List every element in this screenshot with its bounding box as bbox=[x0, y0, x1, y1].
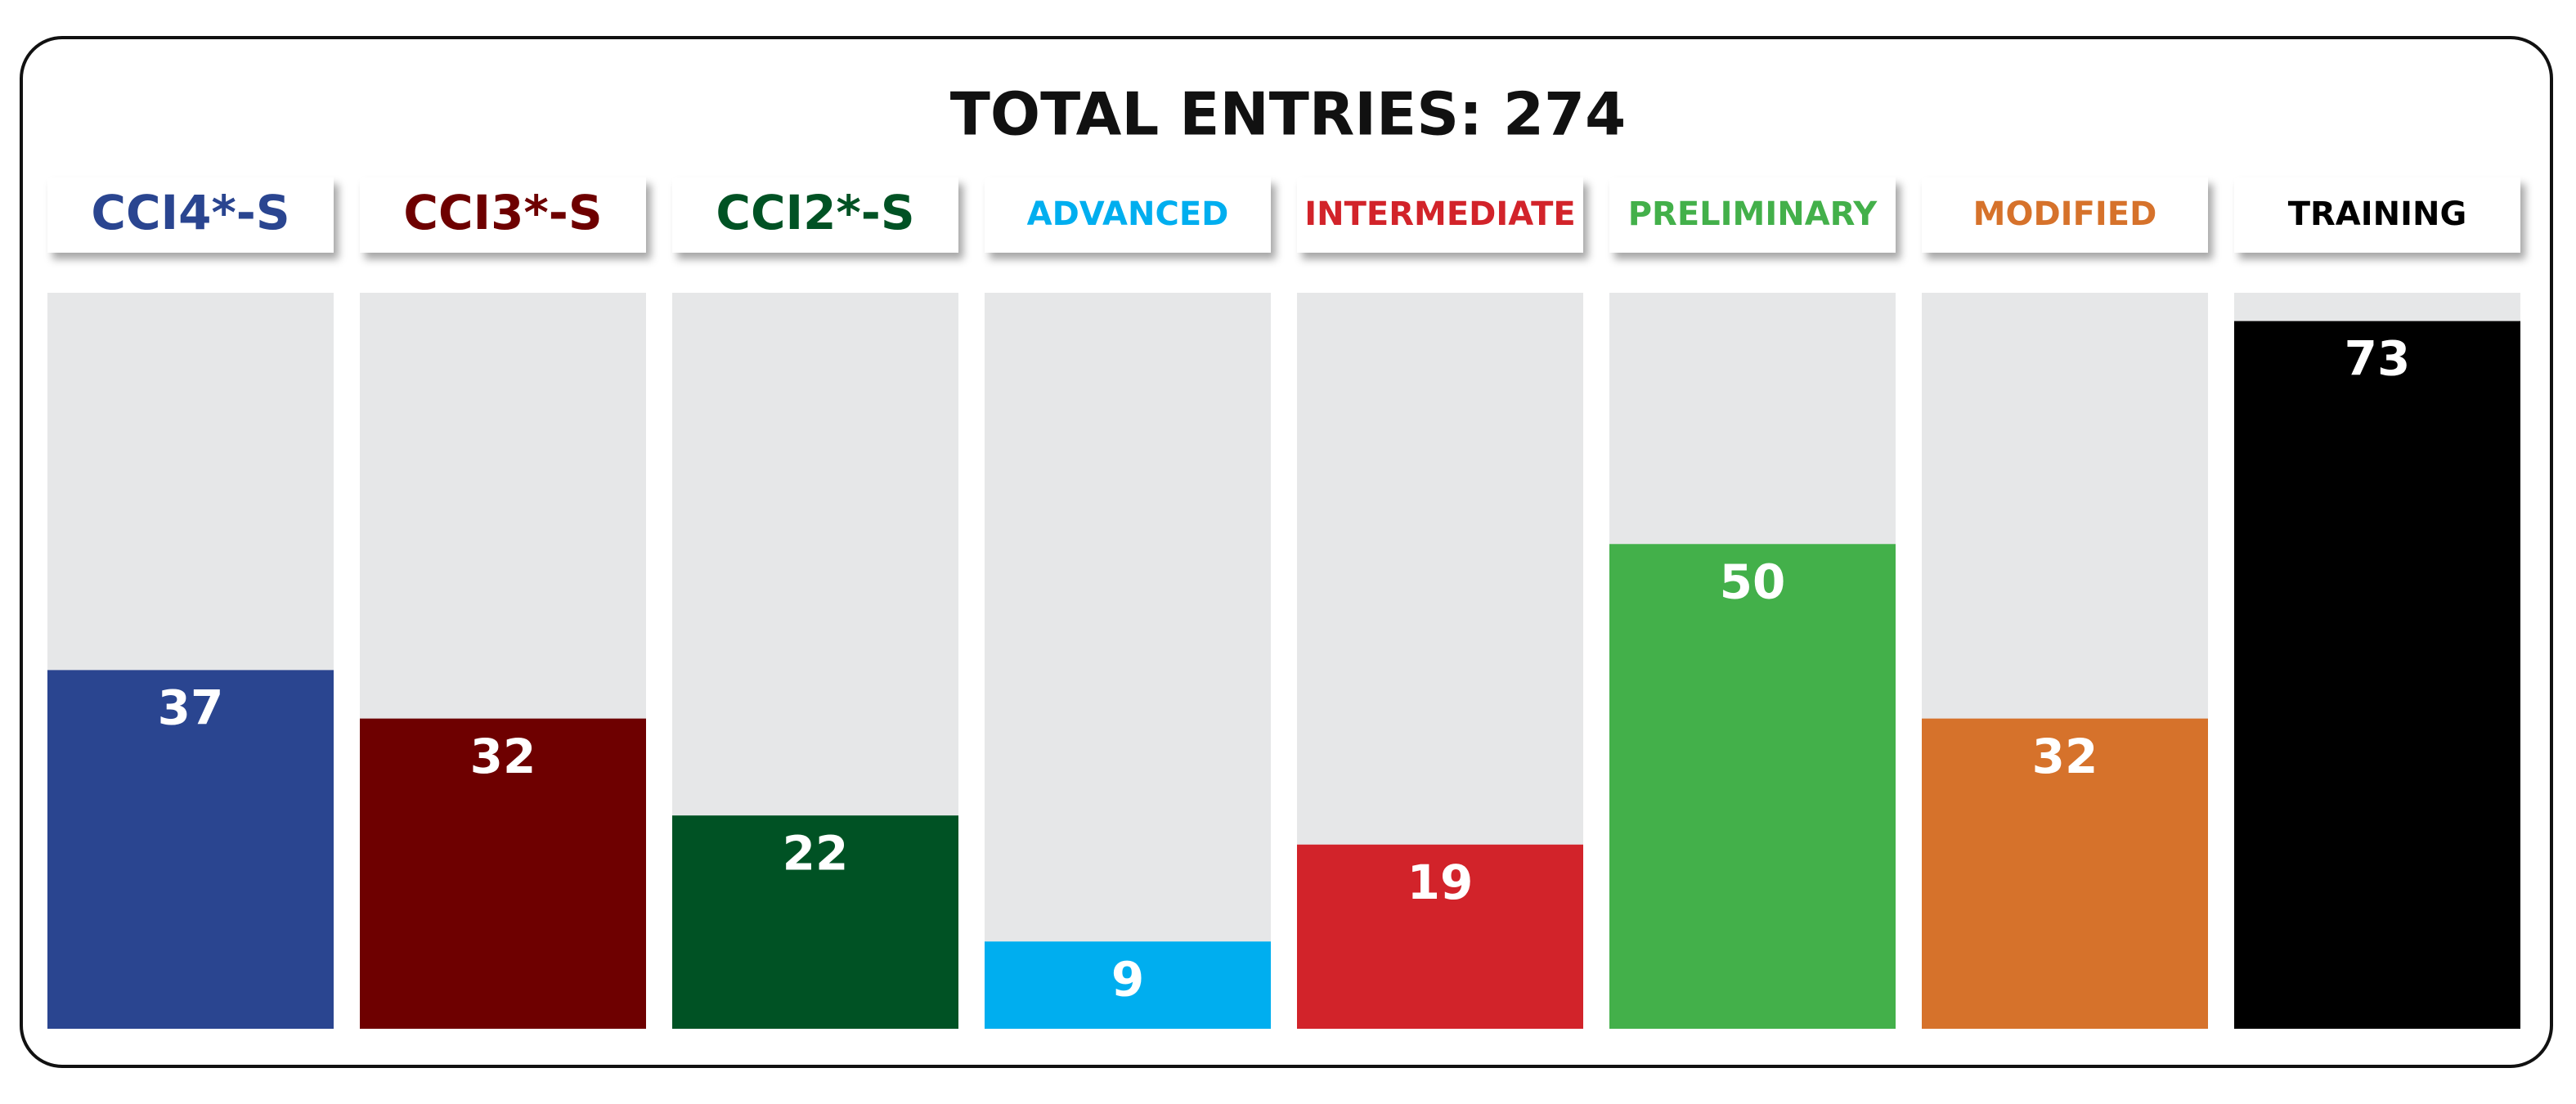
bar-track bbox=[985, 293, 1271, 1029]
value-label: 50 bbox=[1720, 554, 1786, 609]
category-label: TRAINING bbox=[2288, 195, 2467, 233]
header-box bbox=[1609, 177, 1896, 253]
value-label: 32 bbox=[470, 729, 536, 784]
header-box bbox=[985, 177, 1271, 253]
bar bbox=[1922, 718, 2208, 1029]
header-box bbox=[1922, 177, 2208, 253]
value-label: 73 bbox=[2345, 331, 2411, 387]
header-box bbox=[1297, 177, 1583, 253]
category-label: CCI2*-S bbox=[716, 185, 914, 240]
value-label: 32 bbox=[2032, 729, 2098, 784]
bar bbox=[1609, 544, 1896, 1029]
header-box bbox=[672, 177, 958, 253]
category-label: ADVANCED bbox=[1027, 195, 1229, 233]
bar bbox=[360, 718, 646, 1029]
header-box bbox=[360, 177, 646, 253]
chart-title: TOTAL ENTRIES: 274 bbox=[950, 80, 1627, 149]
header-box bbox=[2234, 177, 2520, 253]
frame bbox=[20, 36, 2553, 1068]
category-label: CCI3*-S bbox=[403, 185, 602, 240]
value-label: 22 bbox=[783, 825, 849, 881]
category-label: MODIFIED bbox=[1973, 195, 2157, 233]
value-label: 19 bbox=[1407, 855, 1474, 910]
bar bbox=[2234, 321, 2520, 1030]
bar bbox=[1297, 844, 1583, 1029]
header-box bbox=[47, 177, 334, 253]
category-label: PRELIMINARY bbox=[1628, 195, 1878, 233]
bar bbox=[47, 670, 334, 1029]
category-label: INTERMEDIATE bbox=[1304, 195, 1575, 233]
bar bbox=[985, 941, 1271, 1029]
value-label: 37 bbox=[158, 680, 224, 735]
bar bbox=[672, 815, 958, 1029]
value-label: 9 bbox=[1111, 951, 1144, 1007]
category-label: CCI4*-S bbox=[91, 185, 289, 240]
